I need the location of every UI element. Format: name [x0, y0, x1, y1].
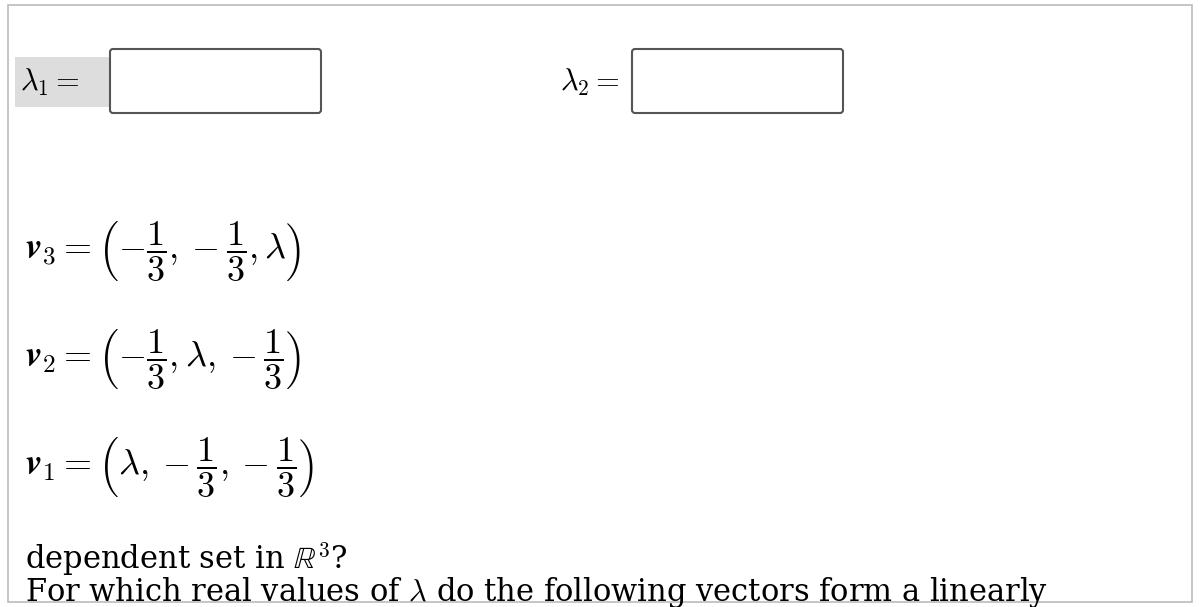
- Text: $\boldsymbol{v}_1 = \left(\lambda, -\dfrac{1}{3}, -\dfrac{1}{3}\right)$: $\boldsymbol{v}_1 = \left(\lambda, -\dfr…: [25, 436, 314, 500]
- FancyBboxPatch shape: [14, 57, 110, 107]
- Text: $\boldsymbol{v}_3 = \left(-\dfrac{1}{3}, -\dfrac{1}{3}, \lambda\right)$: $\boldsymbol{v}_3 = \left(-\dfrac{1}{3},…: [25, 220, 301, 284]
- FancyBboxPatch shape: [110, 49, 322, 113]
- Text: dependent set in $\mathbb{R}^3$?: dependent set in $\mathbb{R}^3$?: [25, 540, 348, 578]
- Text: For which real values of $\lambda$ do the following vectors form a linearly: For which real values of $\lambda$ do th…: [25, 575, 1048, 607]
- Text: $\boldsymbol{v}_2 = \left(-\dfrac{1}{3}, \lambda, -\dfrac{1}{3}\right)$: $\boldsymbol{v}_2 = \left(-\dfrac{1}{3},…: [25, 328, 301, 392]
- FancyBboxPatch shape: [632, 49, 842, 113]
- Text: $\lambda_2 =$: $\lambda_2 =$: [560, 66, 620, 98]
- FancyBboxPatch shape: [8, 5, 1192, 602]
- Text: $\lambda_1 =$: $\lambda_1 =$: [20, 66, 80, 98]
